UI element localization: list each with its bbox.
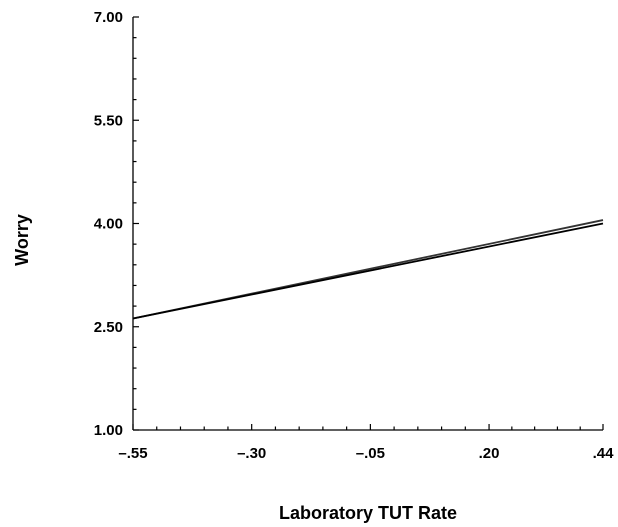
y-tick-label: 5.50 [94,112,123,129]
y-tick-label: 7.00 [94,9,123,26]
x-tick-label: –.05 [356,445,385,462]
x-axis-title: Laboratory TUT Rate [279,503,457,523]
series-line-2 [132,222,604,320]
series-lines [132,219,604,320]
y-axis-title: Worry [12,214,32,266]
y-tick-label: 1.00 [94,422,123,439]
x-tick-label: .44 [593,445,615,462]
x-tick-label: .20 [479,445,500,462]
x-tick-label: –.55 [118,445,147,462]
y-tick-label: 2.50 [94,319,123,336]
y-tick-label: 4.00 [94,216,123,233]
y-axis-ticks: 1.00 2.50 4.00 5.50 7.00 [94,9,139,439]
x-tick-label: –.30 [237,445,266,462]
